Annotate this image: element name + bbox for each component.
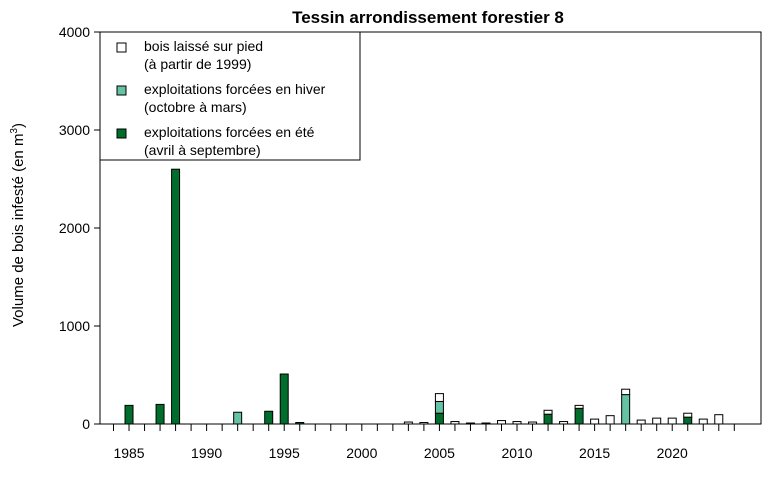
bar-1995 — [279, 373, 289, 425]
bar-segment-winter — [621, 394, 631, 425]
y-axis-label-close: ) — [10, 123, 27, 128]
chart-title: Tessin arrondissement forestier 8 — [292, 8, 564, 27]
x-tick-label: 2010 — [501, 445, 532, 461]
y-tick-label: 1000 — [59, 318, 90, 334]
x-tick-label: 2015 — [579, 445, 610, 461]
legend-label-winter: exploitations forcées en hiver — [144, 81, 326, 97]
bar-segment-standing — [450, 421, 460, 425]
bar-2016 — [605, 415, 615, 425]
bar-segment-standing — [714, 414, 724, 425]
bar-segment-standing — [465, 422, 475, 425]
bar-2018 — [636, 419, 646, 425]
bar-2010 — [512, 421, 522, 425]
bar-2009 — [497, 420, 506, 425]
bar-segment-summer — [279, 373, 289, 425]
bar-segment-standing — [512, 421, 522, 425]
bar-segment-summer — [543, 413, 553, 425]
bar-segment-standing — [652, 417, 662, 425]
legend-label-standing: bois laissé sur pied — [144, 38, 263, 54]
bar-segment-summer — [574, 407, 584, 425]
legend-sublabel-summer: (avril à septembre) — [144, 142, 261, 158]
bar-2015 — [590, 418, 600, 425]
bar-1985 — [124, 404, 134, 425]
bar-2008 — [481, 422, 491, 425]
bar-segment-standing — [621, 388, 631, 396]
bar-2022 — [698, 418, 708, 425]
y-tick-label: 4000 — [59, 24, 90, 40]
x-tick-label: 2020 — [657, 445, 688, 461]
legend-swatch-summer — [116, 128, 127, 139]
bar-2023 — [714, 414, 724, 425]
bar-segment-standing — [574, 404, 584, 409]
y-axis: 0 1000 2000 3000 4000 — [59, 24, 100, 432]
bar-2019 — [652, 417, 662, 425]
bar-segment-standing — [605, 415, 615, 425]
x-tick-label: 2005 — [424, 445, 455, 461]
bar-2004 — [419, 422, 429, 425]
legend-swatch-standing — [116, 42, 127, 53]
legend-swatch-winter — [116, 85, 127, 96]
bar-series — [124, 168, 724, 425]
bar-1987 — [155, 403, 165, 425]
legend-sublabel-winter: (octobre à mars) — [144, 99, 247, 115]
bar-segment-summer — [434, 412, 444, 425]
bar-segment-standing — [403, 421, 413, 425]
bar-segment-summer — [124, 404, 134, 425]
bar-segment-standing — [590, 418, 600, 425]
bar-2005 — [434, 393, 444, 425]
bar-1996 — [295, 422, 305, 425]
bar-segment-standing — [667, 417, 677, 425]
bar-2021 — [683, 412, 693, 425]
bar-segment-standing — [528, 421, 538, 425]
x-axis: 1985 1990 1995 2000 2005 2010 2015 2020 — [113, 424, 735, 461]
bar-segment-winter — [233, 411, 243, 425]
x-tick-label: 1995 — [269, 445, 300, 461]
bar-segment-standing — [636, 419, 646, 425]
bar-segment-standing — [543, 409, 553, 415]
bar-1988 — [171, 168, 181, 425]
bar-segment-standing — [698, 418, 708, 425]
y-tick-label: 3000 — [59, 122, 90, 138]
y-axis-label: Volume de bois infesté (en m3) — [9, 123, 27, 327]
bar-2020 — [667, 417, 677, 425]
bar-2013 — [559, 421, 569, 425]
bar-2003 — [403, 421, 413, 425]
bar-segment-standing — [481, 422, 491, 425]
bar-2014 — [574, 404, 584, 425]
x-tick-label: 1985 — [113, 445, 144, 461]
x-tick-label: 1990 — [191, 445, 222, 461]
legend-sublabel-standing: (à partir de 1999) — [144, 56, 251, 72]
bar-2007 — [465, 422, 475, 425]
legend: bois laissé sur pied (à partir de 1999) ex… — [99, 31, 361, 161]
bar-segment-summer — [264, 410, 274, 425]
bar-1992 — [233, 411, 243, 425]
y-tick-label: 0 — [82, 416, 90, 432]
legend-label-summer: exploitations forcées en été — [144, 124, 315, 140]
x-tick-label: 2000 — [346, 445, 377, 461]
legend-box — [99, 31, 361, 161]
bar-segment-standing — [419, 422, 429, 425]
y-tick-label: 2000 — [59, 220, 90, 236]
bar-segment-winter — [434, 400, 444, 414]
bar-2006 — [450, 421, 460, 425]
bar-segment-summer — [171, 168, 181, 425]
bar-segment-summer — [683, 416, 693, 425]
bar-2012 — [543, 409, 553, 425]
bar-segment-standing — [559, 421, 569, 425]
bar-segment-summer — [155, 403, 165, 425]
bar-1994 — [264, 410, 274, 425]
bar-segment-standing — [683, 412, 693, 418]
bar-segment-standing — [434, 393, 444, 402]
bar-segment-summer — [295, 422, 305, 425]
y-axis-label-main: Volume de bois infesté (en m — [10, 134, 27, 327]
bar-2011 — [528, 421, 538, 425]
bar-segment-standing — [497, 420, 506, 425]
y-axis-label-superscript: 3 — [9, 128, 20, 134]
bar-2017 — [621, 388, 631, 425]
